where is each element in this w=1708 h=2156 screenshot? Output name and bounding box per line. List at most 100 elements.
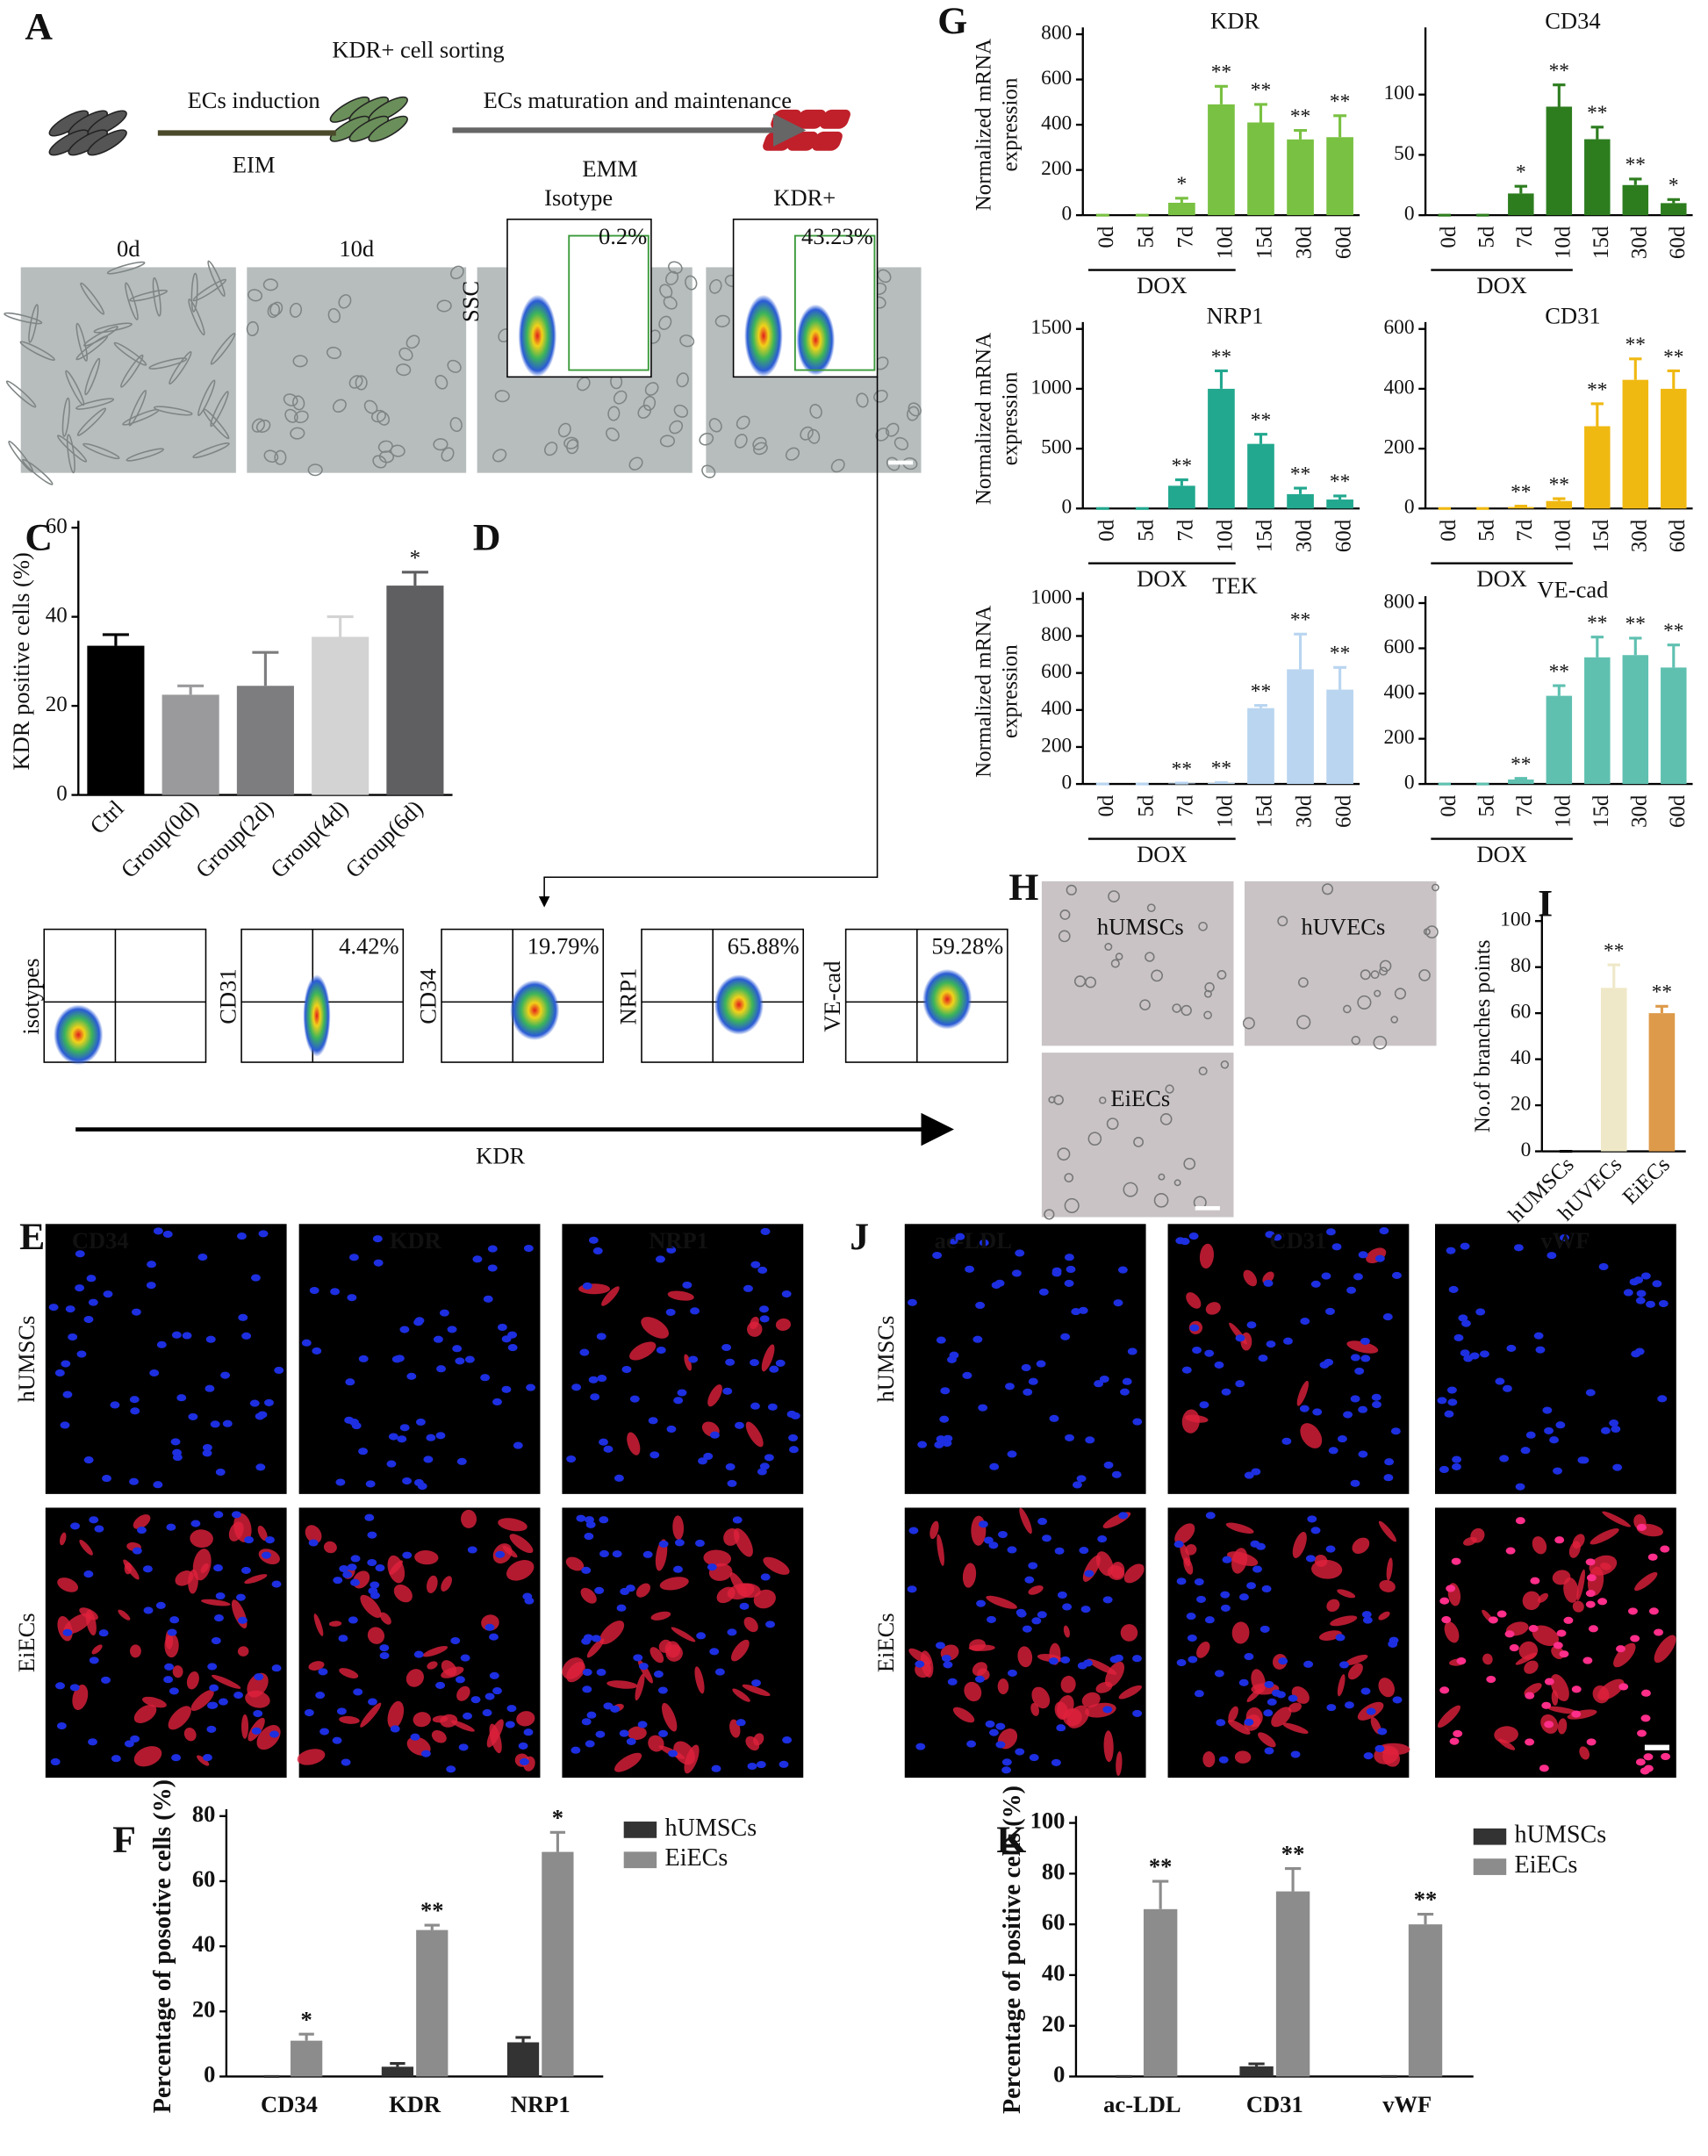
- nucleus: [649, 1451, 660, 1459]
- annotation: **: [1625, 154, 1646, 176]
- nucleus: [1176, 1577, 1187, 1585]
- nucleus: [207, 1663, 218, 1671]
- x-tick-label: 7d: [1173, 519, 1197, 541]
- stain: [1563, 1577, 1579, 1603]
- flow-density: [744, 294, 783, 377]
- nucleus: [413, 1319, 424, 1326]
- annotation: **: [1587, 378, 1607, 401]
- nucleus: [467, 1546, 477, 1554]
- nucleus: [1173, 1541, 1184, 1549]
- nucleus: [222, 1419, 233, 1427]
- stain: [920, 1650, 934, 1678]
- nucleus: [1384, 1458, 1395, 1466]
- bar: [416, 1930, 449, 2077]
- y-axis-label: KDR positive cells (%): [8, 552, 34, 770]
- nucleus: [576, 1514, 586, 1522]
- nucleus: [1555, 1421, 1566, 1429]
- nucleus: [1504, 1630, 1515, 1638]
- nucleus: [520, 1757, 529, 1765]
- stain: [441, 1576, 452, 1592]
- nucleus: [518, 1742, 528, 1750]
- nucleus: [209, 1684, 219, 1692]
- stain: [1579, 1746, 1590, 1760]
- bracket-label: DOX: [1476, 565, 1526, 592]
- stain: [747, 1321, 763, 1337]
- nucleus: [1358, 1251, 1368, 1259]
- panel-letter: K: [996, 1819, 1026, 1861]
- nucleus: [1509, 1644, 1519, 1652]
- cell-texture: [830, 458, 845, 473]
- nucleus: [739, 1602, 750, 1610]
- nucleus: [629, 1395, 640, 1403]
- nucleus: [722, 1387, 733, 1395]
- bar: [1508, 507, 1534, 509]
- annotation: *: [552, 1804, 563, 1830]
- nucleus: [146, 1282, 156, 1290]
- cell-texture: [736, 415, 750, 430]
- bracket-label: DOX: [1137, 565, 1187, 592]
- cell-texture: [856, 392, 869, 408]
- nucleus: [1458, 1314, 1468, 1322]
- nucleus: [592, 1247, 603, 1255]
- cell-texture: [372, 455, 387, 469]
- nucleus: [249, 1399, 260, 1407]
- nucleus: [439, 1309, 449, 1317]
- nucleus: [1358, 1450, 1368, 1458]
- nucleus: [1001, 1766, 1012, 1774]
- nucleus: [463, 1712, 473, 1720]
- cell-texture: [785, 447, 800, 461]
- nucleus: [1609, 1419, 1619, 1427]
- nucleus: [336, 1707, 347, 1715]
- nucleus: [351, 1422, 362, 1430]
- nucleus: [626, 1737, 636, 1745]
- micrograph: [1244, 880, 1437, 1046]
- marker-percent: 59.28%: [931, 933, 1003, 959]
- nucleus: [1007, 1450, 1017, 1458]
- nucleus: [1057, 1591, 1067, 1599]
- nucleus: [1640, 1689, 1651, 1697]
- stain: [245, 1690, 270, 1708]
- nucleus: [1495, 1377, 1505, 1385]
- cell-texture: [210, 391, 229, 428]
- stain: [212, 1674, 241, 1689]
- x-tick-label: 15d: [1590, 519, 1613, 552]
- stain: [1589, 1555, 1618, 1576]
- stain: [1296, 1380, 1309, 1406]
- nucleus: [1439, 1465, 1449, 1474]
- nucleus: [750, 1359, 759, 1367]
- cell-texture: [492, 449, 507, 463]
- stain: [450, 1720, 475, 1732]
- gate-name: Isotype: [544, 184, 613, 211]
- nucleus: [586, 1711, 597, 1719]
- nucleus: [1448, 1285, 1459, 1293]
- nucleus: [566, 1455, 577, 1463]
- error-bar: [1152, 1879, 1169, 1909]
- nucleus: [147, 1261, 157, 1268]
- y-tick-label: 800: [1041, 623, 1072, 646]
- nucleus: [987, 1615, 996, 1623]
- nucleus: [1080, 1606, 1091, 1613]
- error-bar: [1514, 184, 1527, 194]
- cell-texture: [714, 314, 730, 327]
- nucleus: [244, 1536, 255, 1544]
- nucleus: [698, 1457, 707, 1465]
- nucleus: [241, 1332, 252, 1340]
- nucleus: [274, 1366, 284, 1375]
- marker-percent: 65.88%: [728, 933, 800, 959]
- stain: [658, 1639, 672, 1653]
- fluorescence-image: [904, 1507, 1146, 1779]
- stain-label: CD34: [72, 1227, 129, 1254]
- nucleus: [250, 1274, 261, 1282]
- panel-letter: H: [1008, 866, 1038, 909]
- stain: [1532, 1536, 1547, 1555]
- nucleus: [1611, 1425, 1621, 1434]
- stain: [387, 1555, 405, 1584]
- nucleus: [167, 1628, 177, 1636]
- nucleus: [751, 1679, 761, 1687]
- cell-texture: [293, 410, 309, 424]
- image-label: hUVECs: [1301, 914, 1385, 940]
- axis-label: SSC: [457, 281, 484, 322]
- nucleus: [775, 1359, 786, 1367]
- nucleus: [978, 1404, 988, 1412]
- x-tick-label: 60d: [1332, 794, 1356, 828]
